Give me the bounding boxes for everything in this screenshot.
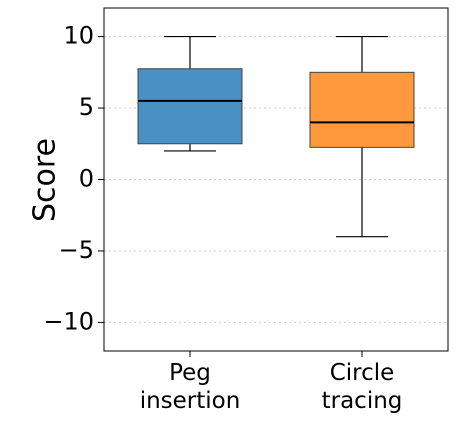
y-axis-ticks: 10 5 0 −5 −10 — [43, 22, 104, 335]
x-category-label: insertion — [140, 388, 241, 414]
y-tick-label: −5 — [59, 236, 94, 264]
iqr-box — [137, 68, 243, 145]
y-tick-label: −10 — [43, 307, 94, 335]
y-axis-title: Score — [28, 138, 63, 222]
x-category-label: Circle — [330, 360, 395, 386]
box-2 — [309, 35, 415, 238]
x-category-label: Peg — [169, 360, 211, 386]
plot-frame — [103, 7, 449, 352]
x-category-label: tracing — [322, 388, 403, 414]
box-1 — [137, 35, 243, 152]
iqr-box — [309, 71, 415, 148]
y-tick-label: 0 — [79, 165, 94, 193]
y-tick-label: 5 — [79, 93, 94, 121]
y-tick-label: 10 — [63, 22, 94, 50]
box-series — [137, 35, 415, 238]
